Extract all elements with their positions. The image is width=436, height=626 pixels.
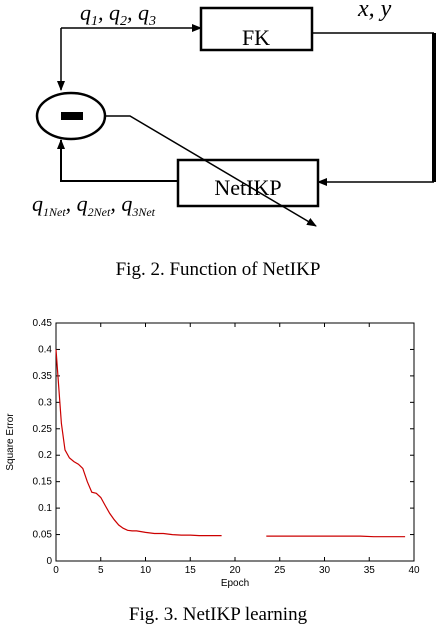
y-tick-label: 0.35 — [33, 371, 53, 382]
y-tick-label: 0.2 — [38, 450, 52, 461]
fig3-caption: Fig. 3. NetIKP learning — [128, 604, 308, 625]
learning-arrow — [105, 115, 317, 227]
plot-frame — [55, 322, 415, 562]
x-tick-label: 10 — [140, 565, 152, 576]
y-tick-label: 0.3 — [38, 397, 52, 408]
error-line-segment — [266, 535, 406, 538]
netikp-diagram: q1, q2, q3 x, y FK NetIKP q1Net, q2Net, … — [32, 0, 436, 227]
y-axis-label: Square Error — [5, 413, 16, 471]
x-tick-label: 5 — [98, 565, 104, 576]
y-tick-label: 0 — [46, 556, 52, 567]
x-tick-label: 15 — [185, 565, 197, 576]
y-tick-label: 0.45 — [33, 318, 53, 329]
fk-block-label: FK — [242, 25, 270, 50]
error-line-segment — [55, 349, 222, 537]
minus-sign — [61, 112, 83, 120]
x-tick-label: 35 — [364, 565, 376, 576]
x-tick-label: 20 — [229, 565, 241, 576]
y-tick-label: 0.15 — [33, 477, 53, 488]
x-axis-label: Epoch — [221, 578, 249, 589]
y-tick-label: 0.4 — [38, 344, 52, 355]
learning-chart: 0 5 10 15 20 25 30 35 40 0 0.05 0.1 0.15 0.2 0.25 0.3 0.… — [5, 318, 420, 589]
x-tick-label: 30 — [319, 565, 331, 576]
fk-block: FK — [199, 6, 314, 52]
input-label: q1, q2, q3 — [80, 0, 156, 29]
netikp-block: NetIKP — [176, 158, 320, 208]
y-tick-label: 0.05 — [33, 530, 53, 541]
y-tick-label: 0.25 — [33, 424, 53, 435]
x-tick-label: 40 — [408, 565, 420, 576]
x-tick-label: 25 — [274, 565, 286, 576]
minus-node — [35, 91, 107, 141]
feedback-line — [57, 139, 178, 182]
output-label: x, y — [357, 0, 392, 22]
fig2-caption: Fig. 2. Function of NetIKP — [115, 259, 321, 280]
y-tick-label: 0.1 — [38, 503, 52, 514]
netikp-block-label: NetIKP — [214, 175, 281, 200]
x-tick-label: 0 — [53, 565, 59, 576]
feedback-label: q1Net, q2Net, q3Net — [32, 191, 156, 219]
